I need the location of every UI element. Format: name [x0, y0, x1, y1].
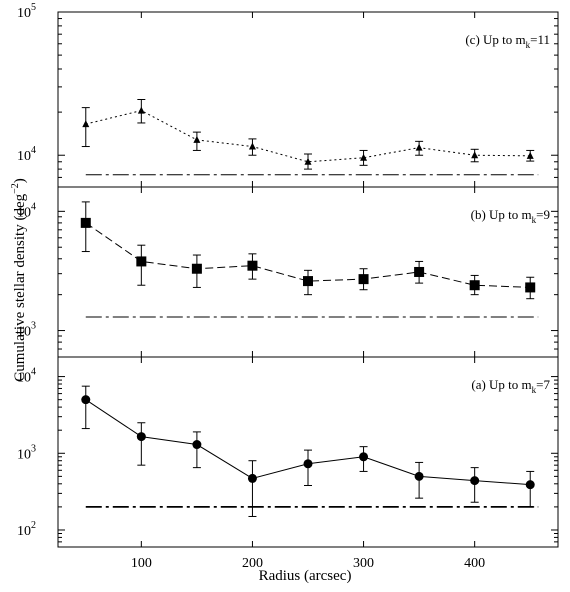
y-tick-label-base: 10: [17, 524, 31, 539]
data-point: [303, 459, 313, 469]
panel-label: (a) Up to mk=7: [471, 377, 550, 395]
y-tick-label-exp: 4: [31, 367, 36, 378]
panel-label: (b) Up to mk=9: [471, 207, 550, 225]
data-point: [136, 432, 146, 442]
data-point: [193, 135, 201, 143]
x-tick-label: 100: [131, 556, 152, 571]
data-point: [191, 263, 202, 274]
data-point: [303, 276, 313, 287]
data-point: [247, 473, 257, 483]
data-point: [470, 476, 480, 486]
y-axis-label-text: Cumulative stellar density (deg: [12, 193, 28, 381]
data-point: [469, 280, 480, 291]
panel-frame: [57, 356, 559, 548]
data-point: [359, 452, 369, 462]
y-tick-label-base: 10: [17, 447, 31, 462]
data-point: [414, 471, 424, 481]
x-tick-label: 200: [242, 556, 263, 571]
y-tick-label-base: 10: [17, 205, 31, 220]
y-tick-label: 104: [17, 367, 36, 386]
panel-label-sub: k: [532, 215, 537, 225]
y-tick-label-exp: 4: [31, 201, 36, 212]
y-tick-label-exp: 3: [31, 443, 36, 454]
y-tick-label-exp: 5: [31, 2, 36, 13]
x-tick-label: 300: [353, 556, 374, 571]
data-point: [248, 142, 256, 150]
y-tick-label-base: 10: [17, 371, 31, 386]
y-tick-label: 104: [17, 201, 36, 220]
panel-label-tail: =11: [530, 32, 550, 47]
y-tick-label-base: 10: [17, 6, 31, 21]
y-tick-label: 103: [17, 321, 36, 340]
data-point: [525, 480, 535, 490]
data-point: [82, 120, 90, 128]
y-axis-label: Cumulative stellar density (deg−2): [10, 178, 28, 382]
data-point: [525, 282, 536, 293]
data-point: [247, 260, 258, 271]
panel-label-text: (b) Up to m: [471, 207, 532, 222]
y-tick-label: 105: [17, 2, 36, 21]
y-tick-label: 104: [17, 145, 36, 164]
series-line: [85, 222, 531, 288]
y-tick-label-exp: 3: [31, 321, 36, 332]
data-point: [360, 153, 368, 161]
y-tick-label: 103: [17, 443, 36, 462]
panel-label-text: (a) Up to m: [471, 377, 531, 392]
y-axis-label-sup: −2: [10, 183, 21, 194]
panel-label-text: (c) Up to m: [465, 32, 525, 47]
data-point: [415, 143, 423, 151]
data-point: [81, 395, 91, 405]
data-point: [526, 151, 534, 159]
y-axis-label-tail: ): [12, 178, 28, 183]
data-point: [80, 217, 91, 228]
data-point: [192, 440, 202, 450]
x-tick-label: 400: [464, 556, 485, 571]
data-point: [471, 151, 479, 159]
data-point: [136, 256, 147, 267]
panel-label-sub: k: [526, 40, 531, 50]
y-tick-label-exp: 4: [31, 145, 36, 156]
y-tick-label: 102: [17, 520, 36, 539]
y-tick-label-exp: 2: [31, 520, 36, 531]
y-tick-label-base: 10: [17, 149, 31, 164]
x-axis-label: Radius (arcsec): [259, 568, 352, 584]
panel-label-tail: =9: [536, 207, 550, 222]
data-point: [414, 266, 425, 277]
data-point: [304, 157, 312, 165]
y-tick-label-base: 10: [17, 325, 31, 340]
data-point: [137, 106, 145, 114]
panel-label: (c) Up to mk=11: [465, 32, 550, 50]
data-point: [358, 274, 369, 285]
panel-label-sub: k: [532, 385, 537, 395]
panel-label-tail: =7: [536, 377, 550, 392]
